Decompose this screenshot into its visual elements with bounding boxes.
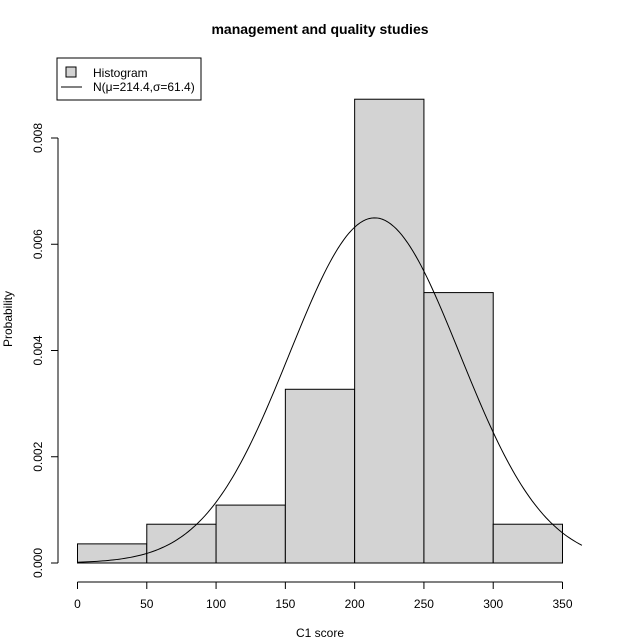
x-tick-label: 0 xyxy=(74,597,81,611)
legend-histogram-swatch xyxy=(65,66,77,78)
legend: Histogram N(μ=214.4,σ=61.4) xyxy=(56,57,202,101)
x-tick-label: 50 xyxy=(140,597,154,611)
x-tick-label: 300 xyxy=(483,597,503,611)
chart-title: management and quality studies xyxy=(211,21,428,37)
histogram-bar xyxy=(215,504,286,564)
histogram-bar xyxy=(492,523,564,564)
x-tick-label: 350 xyxy=(552,597,572,611)
histogram-bars xyxy=(77,98,564,564)
normal-curve-line xyxy=(77,217,583,563)
y-tick-label: 0.008 xyxy=(31,123,45,153)
x-tick-label: 250 xyxy=(414,597,434,611)
legend-histogram-label: Histogram xyxy=(93,66,148,80)
x-tick-label: 200 xyxy=(345,597,365,611)
x-axis-label: C1 score xyxy=(296,626,344,640)
y-tick-label: 0.002 xyxy=(31,441,45,471)
y-axis: 0.000 0.002 0.004 0.006 0.008 xyxy=(31,123,59,578)
histogram-bar xyxy=(146,523,217,564)
x-tick-label: 150 xyxy=(275,597,295,611)
y-axis-label: Probability xyxy=(1,291,15,347)
x-tick-label: 100 xyxy=(206,597,226,611)
legend-curve-label: N(μ=214.4,σ=61.4) xyxy=(93,80,195,94)
y-tick-label: 0.000 xyxy=(31,548,45,578)
y-tick-label: 0.004 xyxy=(31,335,45,365)
legend-box xyxy=(56,57,202,101)
histogram-bar xyxy=(354,98,425,564)
y-tick-label: 0.006 xyxy=(31,229,45,259)
normal-curve-layer xyxy=(77,217,583,563)
x-axis: 0 50 100 150 200 250 300 350 xyxy=(74,581,573,611)
histogram-bar xyxy=(284,388,356,564)
histogram-bar xyxy=(423,292,494,564)
